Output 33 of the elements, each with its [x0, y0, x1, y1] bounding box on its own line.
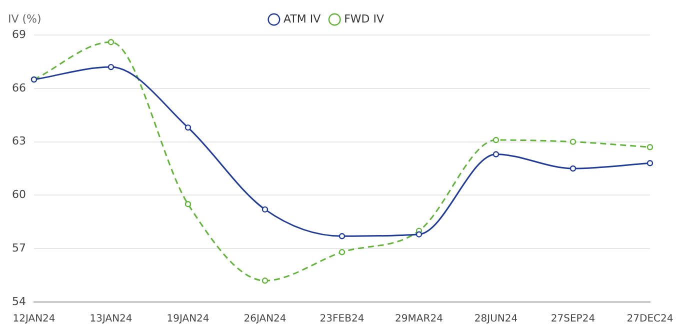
point — [646, 144, 654, 150]
x-tick-label: 29MAR24 — [395, 314, 443, 325]
point — [338, 249, 346, 256]
x-tick-label: 26JAN24 — [244, 314, 286, 325]
x-tick-label: 13JAN24 — [90, 314, 132, 325]
point — [108, 64, 114, 70]
point — [262, 278, 268, 284]
x-tick-label: 27DEC24 — [626, 314, 674, 325]
point — [184, 124, 192, 131]
x-tick-label: 12JAN24 — [12, 314, 56, 325]
x-tick-label: 28JUN24 — [474, 314, 518, 325]
y-tick-label: 66 — [12, 81, 26, 94]
x-tick-label: 27SEP24 — [550, 314, 596, 325]
point — [184, 201, 192, 208]
y-tick-label: 60 — [12, 188, 26, 202]
y-tick-label: 54 — [12, 294, 26, 308]
x-tick-label: 19JAN24 — [166, 314, 210, 325]
y-axis-title: IV (%) — [8, 12, 42, 26]
y-tick-label: 63 — [12, 134, 26, 148]
point — [492, 151, 500, 158]
point — [646, 160, 654, 166]
point — [416, 231, 422, 238]
point — [262, 206, 268, 213]
point — [570, 138, 576, 145]
y-tick-label: 57 — [12, 241, 26, 254]
y-tick-label: 69 — [12, 28, 26, 41]
point — [108, 39, 114, 46]
point — [338, 233, 346, 240]
point — [492, 136, 500, 144]
x-tick-label: 23FEB24 — [320, 314, 364, 325]
legend-label: ATM IV — [283, 12, 322, 26]
legend-label: FWD IV — [344, 12, 385, 26]
point — [570, 165, 576, 172]
